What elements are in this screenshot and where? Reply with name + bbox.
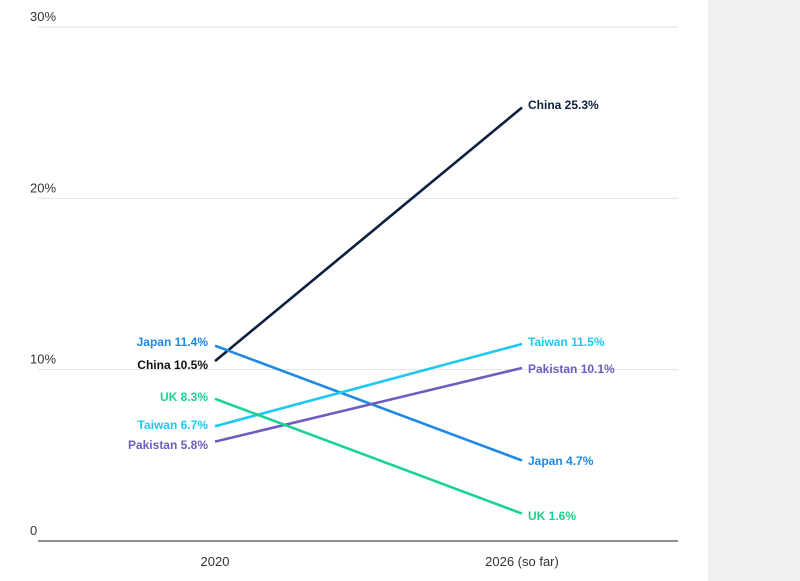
x-tick-label: 2026 (so far) — [485, 554, 559, 569]
series-lines — [214, 106, 523, 515]
x-axis-tick-labels: 2020 2026 (so far) — [201, 554, 559, 569]
series-labels: China 10.5% China 25.3% Japan 11.4% Japan 4… — [128, 98, 615, 523]
start-label-uk: UK 8.3% — [160, 390, 208, 404]
end-label-uk: UK 1.6% — [528, 509, 576, 523]
end-label-china: China 25.3% — [528, 98, 599, 112]
end-label-japan: Japan 4.7% — [528, 454, 594, 468]
y-axis-tick-labels: 0 10% 20% 30% — [30, 9, 56, 538]
y-tick-label: 0 — [30, 523, 37, 538]
start-label-china: China 10.5% — [137, 358, 208, 372]
series-line-japan — [214, 344, 523, 462]
y-tick-label: 20% — [30, 180, 56, 195]
series-line-uk — [214, 397, 523, 515]
y-tick-label: 30% — [30, 9, 56, 24]
end-label-taiwan: Taiwan 11.5% — [528, 335, 605, 349]
x-tick-label: 2020 — [201, 554, 230, 569]
series-line-taiwan — [214, 342, 523, 428]
series-line-china — [214, 106, 523, 363]
series-line-pakistan — [214, 366, 523, 443]
start-label-taiwan: Taiwan 6.7% — [138, 418, 209, 432]
y-tick-label: 10% — [30, 352, 56, 367]
right-side-panel — [708, 0, 800, 581]
start-label-pakistan: Pakistan 5.8% — [128, 438, 208, 452]
slope-chart: 0 10% 20% 30% China 10.5% China 25.3% Japan 1… — [30, 9, 678, 569]
end-label-pakistan: Pakistan 10.1% — [528, 362, 615, 376]
start-label-japan: Japan 11.4% — [137, 335, 209, 349]
grid-lines — [38, 26, 678, 542]
